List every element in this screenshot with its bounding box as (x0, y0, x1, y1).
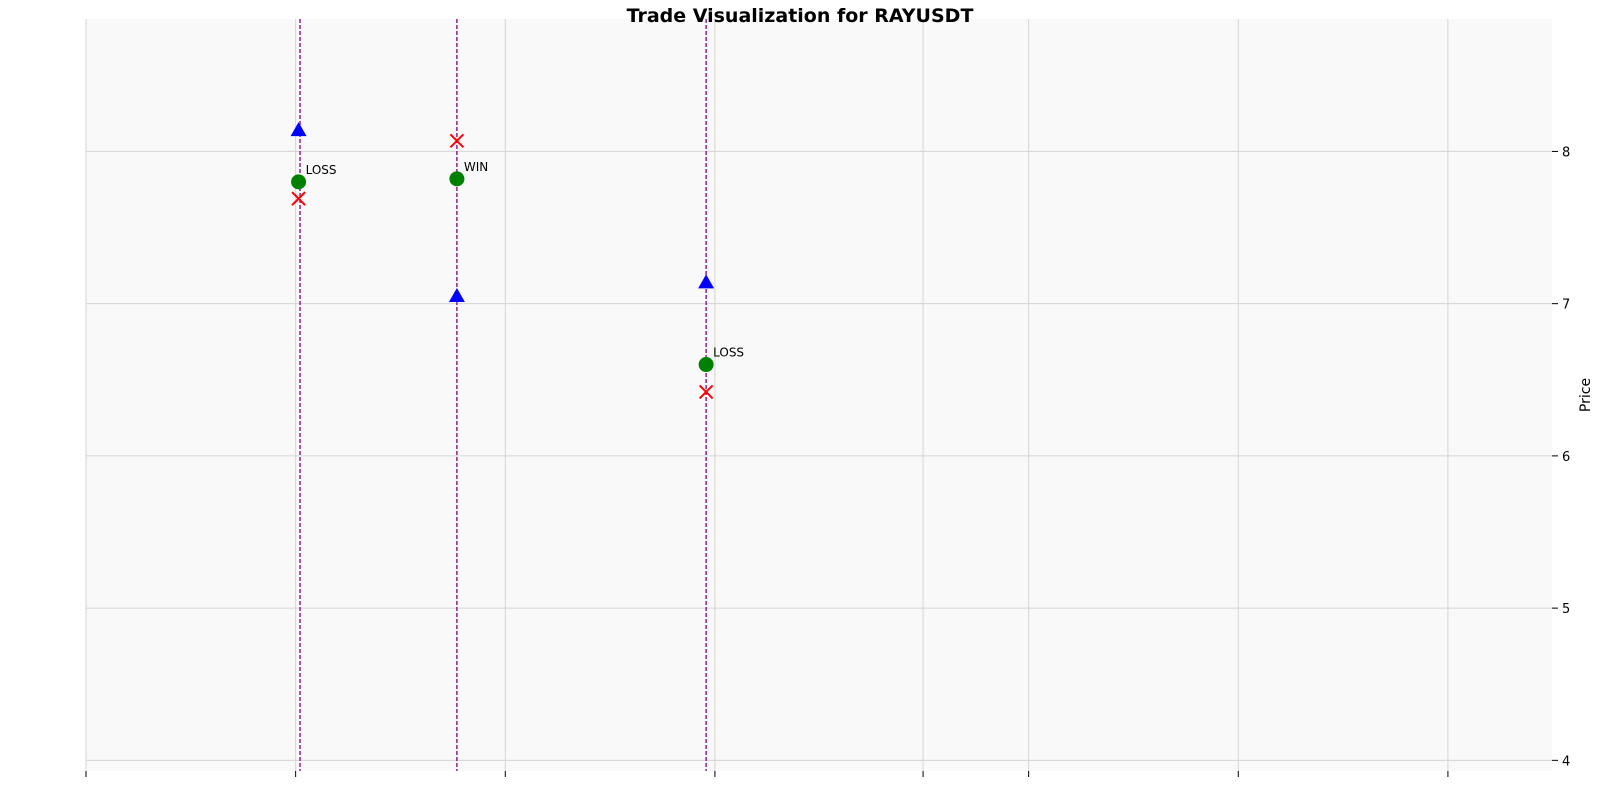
y-tick-label: 4 (1562, 754, 1570, 769)
exit-marker-stroke (449, 133, 465, 148)
exit-marker-stroke (698, 384, 714, 400)
result-marker (291, 174, 307, 190)
y-tick-label: 6 (1562, 450, 1570, 465)
marker-layer: LOSS WIN LOSS (290, 122, 744, 400)
exit-marker (449, 133, 465, 148)
exit-marker-stroke (291, 191, 306, 206)
y-tick-label: 5 (1562, 602, 1570, 617)
chart-title: Trade Visualization for RAYUSDT (627, 5, 974, 27)
y-tick-label: 8 (1562, 145, 1570, 160)
result-marker (449, 171, 465, 187)
result-label: LOSS (306, 163, 337, 177)
entry-marker (698, 274, 715, 289)
result-marker (698, 357, 714, 373)
plot-background (86, 19, 1552, 771)
result-label: WIN (464, 160, 488, 174)
exit-marker (291, 191, 306, 206)
y-tick-label: 7 (1562, 298, 1570, 313)
grid-layer (85, 19, 1552, 771)
result-label: LOSS (713, 346, 744, 360)
trade-line-layer (299, 19, 707, 771)
exit-marker (698, 384, 714, 400)
y-axis-label: Price (1578, 378, 1594, 412)
axis-layer: 4 5 6 7 8 (85, 145, 1570, 777)
entry-marker (448, 288, 465, 303)
entry-marker (290, 122, 307, 137)
